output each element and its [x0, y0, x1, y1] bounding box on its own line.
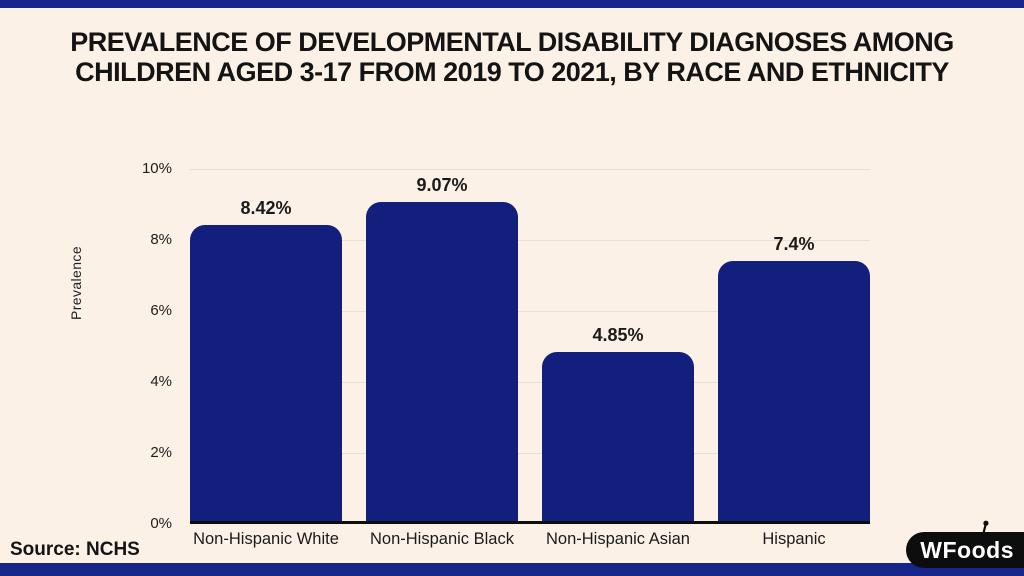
gridline — [190, 169, 870, 170]
x-axis-line — [190, 521, 870, 524]
brand-logo: WFoods — [906, 520, 1024, 568]
y-axis-label: Prevalence — [68, 245, 84, 321]
y-tick-label: 4% — [150, 373, 172, 390]
x-tick-label: Non-Hispanic Asian — [546, 530, 690, 548]
x-tick-label: Hispanic — [762, 530, 826, 548]
chart-title-line2: CHILDREN AGED 3-17 FROM 2019 TO 2021, BY… — [75, 57, 949, 87]
bar-value-label: 4.85% — [592, 324, 644, 345]
bar-value-label: 8.42% — [240, 198, 292, 219]
fork-icon — [977, 520, 989, 541]
y-tick-label: 10% — [141, 160, 172, 177]
bar-non-hispanic-asian — [542, 351, 694, 524]
brand-logo-text: WFoods — [920, 537, 1014, 563]
bar-non-hispanic-black — [366, 202, 518, 524]
top-border-strip — [0, 0, 1024, 8]
chart-title: PREVALENCE OF DEVELOPMENTAL DISABILITY D… — [0, 27, 1024, 87]
gridline — [190, 382, 870, 383]
source-note: Source: NCHS — [10, 539, 140, 560]
bar-value-label: 7.4% — [773, 234, 815, 255]
y-tick-label: 0% — [150, 515, 172, 532]
x-tick-label: Non-Hispanic Black — [370, 530, 514, 548]
gridline — [190, 240, 870, 241]
y-tick-label: 8% — [150, 231, 172, 248]
chart-title-line1: PREVALENCE OF DEVELOPMENTAL DISABILITY D… — [70, 27, 954, 57]
y-tick-label: 2% — [150, 444, 172, 461]
x-tick-label: Non-Hispanic White — [193, 530, 339, 548]
gridline — [190, 453, 870, 454]
y-tick-label: 6% — [150, 302, 172, 319]
bar-value-label: 9.07% — [416, 175, 468, 195]
bar-hispanic — [718, 261, 870, 524]
bottom-border-strip — [0, 563, 1024, 576]
gridline — [190, 311, 870, 312]
bar-non-hispanic-white — [190, 225, 342, 524]
